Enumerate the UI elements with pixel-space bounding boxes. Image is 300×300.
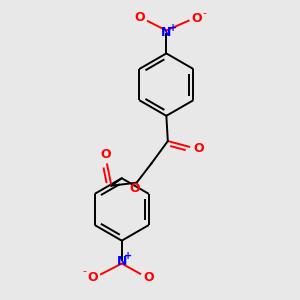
- Text: O: O: [143, 271, 154, 284]
- Text: +: +: [124, 250, 132, 260]
- Text: N: N: [117, 255, 127, 268]
- Text: O: O: [87, 271, 98, 284]
- Text: O: O: [100, 148, 111, 161]
- Text: O: O: [134, 11, 145, 24]
- Text: -: -: [202, 8, 206, 18]
- Text: -: -: [82, 266, 87, 276]
- Text: O: O: [130, 182, 140, 194]
- Text: O: O: [193, 142, 204, 155]
- Text: +: +: [169, 22, 177, 32]
- Text: O: O: [192, 12, 202, 25]
- Text: N: N: [161, 26, 172, 39]
